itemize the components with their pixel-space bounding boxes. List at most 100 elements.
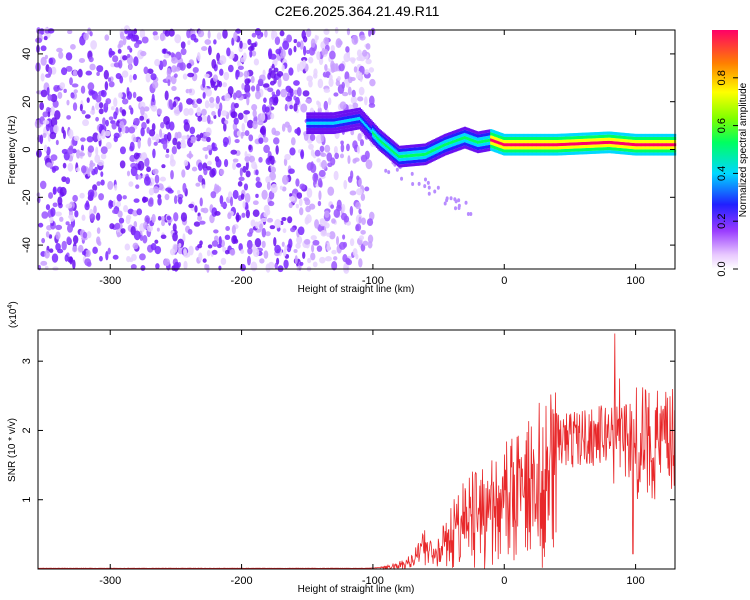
- spectrogram-cell: [591, 144, 594, 148]
- spectrogram-cell: [620, 132, 623, 136]
- spectrogram-cell: [54, 110, 61, 120]
- spectrogram-cell: [626, 151, 629, 155]
- spectrogram-cell: [80, 137, 86, 142]
- spectrogram-cell: [241, 212, 246, 218]
- spectrogram-cell: [350, 95, 357, 105]
- snr-scale-factor: (x104): [7, 301, 19, 328]
- spectrogram-cell: [541, 133, 544, 137]
- spectrogram-cell: [279, 185, 283, 190]
- spectrogram-cell: [448, 138, 451, 142]
- spectrogram-cell: [464, 200, 468, 205]
- spectrogram-cell: [479, 146, 482, 150]
- spectrogram-cell: [634, 140, 637, 144]
- spectrogram-cell: [314, 127, 317, 131]
- spectrogram-cell: [328, 118, 331, 122]
- spectrogram-cell: [385, 144, 388, 148]
- spectrogram-cell: [361, 217, 366, 225]
- x-tick-label: 100: [626, 575, 644, 587]
- spectrogram-cell: [469, 141, 472, 145]
- spectrogram-cell: [434, 141, 438, 145]
- spectrogram-cell: [515, 143, 518, 147]
- spectrogram-cell: [442, 143, 446, 147]
- spectrogram-cell: [407, 154, 410, 158]
- spectrogram-cell: [215, 95, 220, 104]
- spectrogram-cell: [446, 151, 449, 155]
- spectrogram-cell: [373, 142, 376, 146]
- spectrogram-cell: [432, 139, 435, 143]
- spectrogram-cell: [349, 118, 352, 122]
- spectrogram-cell: [634, 152, 637, 156]
- spectrogram-cell: [42, 111, 49, 118]
- spectrogram-cell: [400, 161, 404, 165]
- spectrogram-cell: [507, 140, 510, 144]
- spectrogram-cell: [658, 146, 661, 150]
- spectrogram-cell: [98, 255, 103, 262]
- spectrogram-cell: [628, 145, 631, 149]
- spectrogram-cell: [512, 146, 515, 150]
- spectrogram-cell: [162, 140, 168, 150]
- spectrogram-cell: [486, 145, 489, 149]
- spectrogram-cell: [546, 146, 549, 150]
- spectrogram-cell: [554, 146, 557, 150]
- spectrogram-cell: [197, 244, 203, 249]
- spectrogram-cell: [366, 134, 369, 138]
- spectrogram-cell: [600, 144, 603, 148]
- spectrogram-cell: [328, 112, 331, 116]
- colorbar-ticks: 0.00.20.40.60.8: [716, 70, 738, 277]
- spectrogram-cell: [383, 133, 386, 137]
- spectrogram-cell: [108, 199, 113, 209]
- spectrogram-cell: [646, 140, 649, 144]
- spectrogram-cell: [486, 129, 489, 133]
- spectrogram-cell: [348, 115, 351, 119]
- spectrogram-cell: [666, 133, 669, 137]
- spectrogram-cell: [211, 240, 219, 247]
- spectrogram-cell: [308, 121, 312, 125]
- spectrogram-cell: [164, 29, 170, 37]
- spectrogram-cell: [159, 176, 167, 182]
- spectrogram-cell: [172, 223, 177, 232]
- spectrogram-cell: [498, 150, 501, 154]
- spectrogram-cell: [92, 246, 98, 255]
- spectrogram-cell: [323, 115, 326, 119]
- spectrogram-cell: [341, 126, 344, 130]
- spectrogram-cell: [655, 146, 658, 150]
- spectrogram-cell: [178, 102, 183, 113]
- spectrogram-cell: [79, 152, 86, 157]
- spectrogram-cell: [461, 146, 464, 150]
- colorbar-tick-label: 0.2: [716, 214, 728, 229]
- spectrogram-cell: [406, 151, 409, 155]
- spectrogram-cell: [583, 141, 586, 145]
- spectrogram-cell: [331, 124, 334, 128]
- spectrogram-cell: [597, 131, 601, 135]
- spectrogram-cell: [259, 258, 265, 264]
- spectrogram-cell: [375, 126, 379, 130]
- spectrogram-cell: [498, 141, 501, 145]
- spectrogram-cell: [587, 135, 590, 139]
- spectrogram-cell: [555, 137, 558, 141]
- spectrogram-cell: [524, 137, 527, 141]
- spectrogram-cell: [449, 147, 452, 151]
- spectrogram-cell: [609, 147, 612, 151]
- spectrogram-cell: [419, 159, 422, 163]
- spectrogram-cell: [612, 141, 615, 145]
- spectrogram-cell: [486, 136, 489, 140]
- spectrogram-cell: [440, 145, 443, 149]
- spectrogram-cell: [369, 119, 372, 123]
- spectrogram-cell: [312, 118, 316, 122]
- spectrogram-cell: [367, 240, 373, 249]
- spectrogram-cell: [248, 134, 254, 142]
- spectrogram-cell: [534, 152, 537, 156]
- spectrogram-cell: [339, 123, 342, 127]
- spectrogram-cell: [367, 117, 371, 121]
- spectrogram-cell: [553, 152, 556, 156]
- spectrogram-cell: [568, 142, 572, 146]
- spectrogram-cell: [224, 119, 229, 125]
- spectrogram-cell: [625, 142, 628, 146]
- spectrogram-cell: [509, 137, 513, 141]
- spectrogram-cell: [246, 96, 250, 106]
- spectrogram-cell: [427, 154, 430, 158]
- spectrogram-cell: [557, 140, 560, 144]
- spectrogram-cell: [387, 149, 390, 153]
- spectrogram-cell: [532, 152, 535, 156]
- spectrogram-cell: [441, 141, 444, 145]
